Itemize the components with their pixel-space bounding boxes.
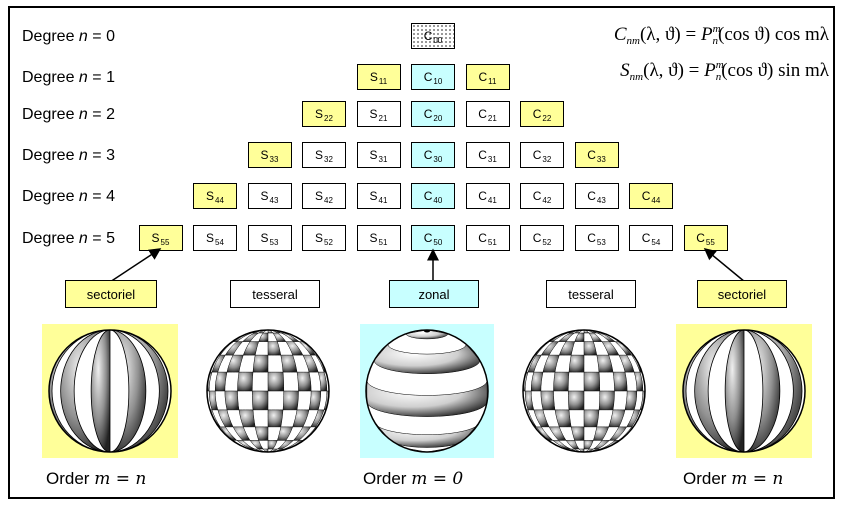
coefficient-cell-c00: C 00 — [411, 23, 455, 49]
coefficient-cell-s54: S 54 — [193, 225, 237, 251]
coefficient-cell-c52: C 52 — [520, 225, 564, 251]
coefficient-cell-s32: S 32 — [302, 142, 346, 168]
order-label-left: Order m = n — [46, 469, 147, 489]
tesseral-sphere-left — [206, 329, 330, 453]
label-zonal: zonal — [389, 280, 479, 308]
coefficient-cell-c44: C 44 — [629, 183, 673, 209]
coefficient-cell-c33: C 33 — [574, 142, 619, 168]
coefficient-cell-c20: C 20 — [411, 101, 455, 127]
coefficient-cell-s11: S 11 — [356, 64, 401, 90]
arrow-sectorial-right — [703, 248, 746, 283]
coefficient-cell-s44: S 44 — [193, 183, 237, 209]
degree-label-1: Degree n = 1 — [22, 69, 115, 86]
degree-label-2: Degree n = 2 — [22, 106, 115, 123]
coefficient-cell-c40: C 40 — [411, 183, 455, 209]
coefficient-cell-c43: C 43 — [574, 183, 619, 209]
coefficient-cell-c11: C 11 — [465, 64, 510, 90]
coefficient-cell-c21: C 21 — [465, 101, 510, 127]
degree-label-4: Degree n = 4 — [22, 188, 115, 205]
degree-label-5: Degree n = 5 — [22, 230, 115, 247]
label-sectorial-right: sectoriel — [697, 280, 787, 308]
sectorial-sphere-left — [48, 329, 172, 453]
sectorial-sphere-right — [682, 329, 806, 453]
coefficient-cell-s52: S 52 — [302, 225, 346, 251]
coefficient-cell-s55: S 55 — [138, 225, 183, 251]
coefficient-cell-c32: C 32 — [520, 142, 564, 168]
tesseral-sphere-right — [522, 329, 646, 453]
degree-label-0: Degree n = 0 — [22, 28, 115, 45]
coefficient-cell-c53: C 53 — [574, 225, 619, 251]
arrow-sectorial-left — [109, 248, 162, 283]
formula-sine: Snm(λ, ϑ) = Pmn(cos ϑ) sin mλ — [620, 59, 829, 83]
coefficient-cell-c22: C 22 — [520, 101, 564, 127]
order-label-center: Order m = 0 — [363, 469, 464, 489]
label-tesseral-left: tesseral — [230, 280, 320, 308]
coefficient-cell-c51: C 51 — [465, 225, 510, 251]
coefficient-cell-s22: S 22 — [302, 101, 346, 127]
coefficient-cell-s41: S 41 — [356, 183, 401, 209]
coefficient-cell-c30: C 30 — [411, 142, 455, 168]
coefficient-cell-s33: S 33 — [247, 142, 292, 168]
coefficient-cell-s53: S 53 — [247, 225, 292, 251]
coefficient-cell-c31: C 31 — [465, 142, 510, 168]
zonal-sphere — [365, 329, 489, 453]
coefficient-cell-c42: C 42 — [520, 183, 564, 209]
degree-label-3: Degree n = 3 — [22, 147, 115, 164]
coefficient-cell-s43: S 43 — [247, 183, 292, 209]
coefficient-cell-s31: S 31 — [356, 142, 401, 168]
coefficient-cell-s51: S 51 — [356, 225, 401, 251]
coefficient-cell-c41: C 41 — [465, 183, 510, 209]
coefficient-cell-s42: S 42 — [302, 183, 346, 209]
label-sectorial-left: sectoriel — [65, 280, 157, 308]
coefficient-cell-c54: C 54 — [629, 225, 673, 251]
coefficient-cell-s21: S 21 — [356, 101, 401, 127]
formula-cosine: Cnm(λ, ϑ) = Pmn(cos ϑ) cos mλ — [613, 23, 829, 47]
label-tesseral-right: tesseral — [546, 280, 636, 308]
coefficient-cell-c10: C 10 — [411, 64, 455, 90]
order-label-right: Order m = n — [683, 469, 784, 489]
